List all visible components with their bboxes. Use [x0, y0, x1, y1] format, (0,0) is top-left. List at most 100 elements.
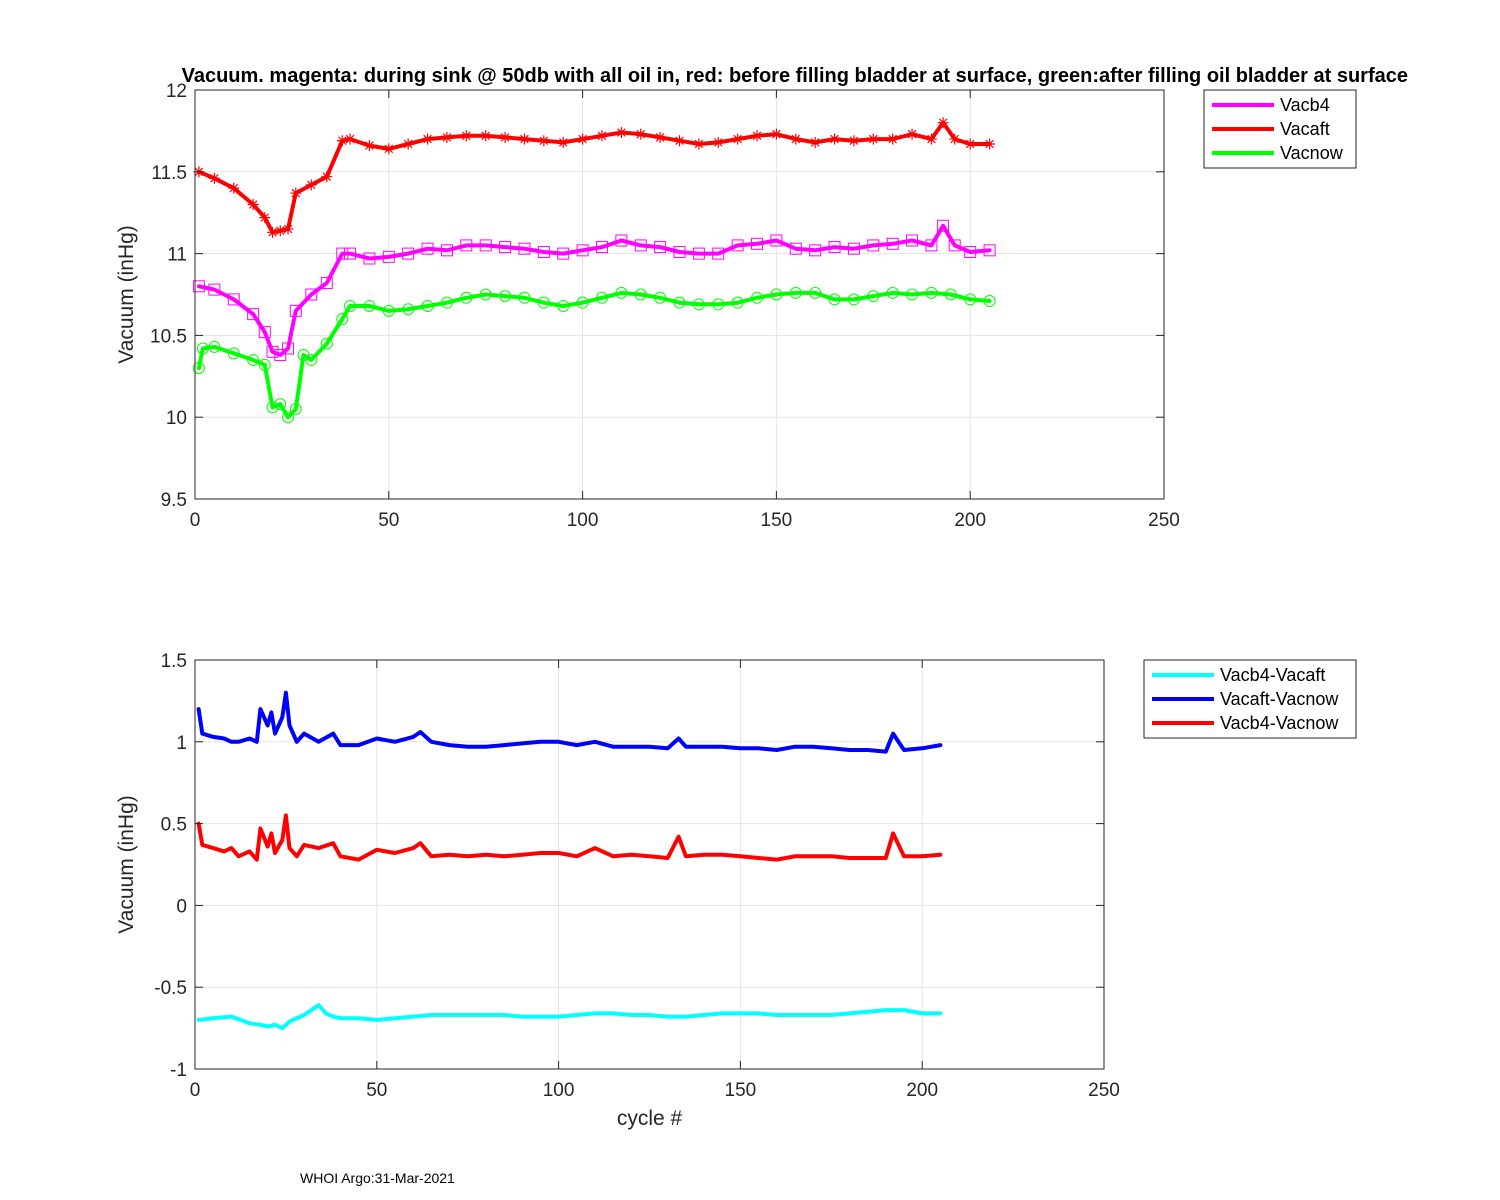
top-data-point	[441, 131, 453, 143]
top-data-point	[382, 304, 395, 317]
top-data-point	[382, 250, 395, 263]
bottom-legend: Vacb4-Vacaft Vacaft-Vacnow Vacb4-Vacnow	[1143, 659, 1357, 739]
top-data-point	[363, 140, 375, 152]
bottom-ytick-label: -0.5	[154, 978, 187, 999]
top-data-point	[196, 342, 209, 355]
top-data-point	[499, 290, 512, 303]
top-data-point	[712, 247, 725, 260]
top-xtick-label: 50	[378, 510, 399, 531]
top-data-point	[538, 135, 550, 147]
top-data-point	[770, 128, 782, 140]
top-data-point	[402, 247, 415, 260]
top-data-point	[886, 286, 899, 299]
top-data-point	[499, 131, 511, 143]
top-xtick-label: 250	[1148, 510, 1180, 531]
top-ylabel: Vacuum (inHg)	[115, 225, 138, 364]
top-xtick-label: 100	[567, 510, 599, 531]
bottom-axes-box	[194, 659, 1105, 1070]
top-data-point	[282, 342, 295, 355]
top-data-point	[258, 358, 271, 371]
top-xtick-label: 0	[190, 510, 201, 531]
top-legend-label: Vacb4	[1280, 95, 1330, 115]
top-data-point	[984, 138, 996, 150]
top-xtick-label: 200	[954, 510, 986, 531]
top-data-point	[557, 247, 570, 260]
top-data-point	[518, 133, 530, 145]
top-data-point	[867, 239, 880, 252]
top-data-point	[518, 291, 531, 304]
top-data-point	[282, 223, 294, 235]
top-ytick-label: 9.5	[161, 490, 187, 511]
top-ytick-label: 11	[167, 245, 187, 266]
top-data-point	[402, 138, 414, 150]
top-data-point	[479, 288, 492, 301]
top-data-point	[674, 135, 685, 147]
top-data-point	[192, 362, 205, 375]
top-data-point	[557, 299, 570, 312]
top-data-point	[383, 143, 395, 155]
top-data-point	[537, 296, 550, 309]
top-data-point	[634, 288, 647, 301]
top-data-point	[770, 288, 783, 301]
top-data-point	[673, 296, 686, 309]
top-ytick-label: 10	[166, 408, 187, 429]
top-data-point	[266, 401, 279, 414]
top-data-point	[828, 241, 841, 254]
top-data-point	[499, 241, 512, 254]
bottom-series-line-2	[196, 813, 943, 862]
top-data-point	[282, 411, 295, 424]
top-data-point	[363, 252, 376, 265]
top-data-point	[421, 299, 434, 312]
top-data-point	[208, 283, 221, 296]
top-data-point	[422, 133, 434, 145]
top-data-point	[925, 133, 937, 145]
bottom-xtick-label: 150	[725, 1080, 757, 1101]
top-data-point	[596, 130, 608, 142]
top-series-markers-0	[192, 219, 996, 362]
top-data-point	[274, 225, 286, 237]
top-data-point	[208, 172, 220, 184]
top-legend: Vacb4 Vacaft Vacnow	[1203, 89, 1357, 169]
top-data-point	[828, 293, 841, 306]
bottom-xtick-label: 250	[1088, 1080, 1120, 1101]
top-data-point	[751, 130, 763, 142]
top-data-point	[421, 242, 434, 255]
top-data-point	[692, 247, 705, 260]
top-data-point	[731, 296, 744, 309]
bottom-plot-area	[195, 660, 1104, 1069]
top-data-point	[809, 136, 821, 148]
bottom-series-line-1	[196, 690, 943, 754]
top-data-point	[305, 179, 317, 191]
top-data-point	[983, 244, 996, 257]
bottom-xlabel: cycle #	[617, 1107, 683, 1130]
top-data-point	[847, 242, 860, 255]
top-data-point	[635, 128, 647, 140]
top-data-point	[289, 403, 302, 416]
top-data-point	[595, 291, 608, 304]
bottom-legend-label: Vacb4-Vacaft	[1220, 665, 1325, 685]
top-data-point	[949, 133, 961, 145]
bottom-ytick-label: 0	[176, 896, 187, 917]
top-data-point	[654, 291, 667, 304]
top-data-point	[692, 298, 705, 311]
top-data-point	[336, 135, 348, 147]
bottom-plot: 0 50 100 150 200 250 -1 -0.5 0 0.5 1 1.5 Vacuum (inH…	[115, 651, 1357, 1130]
top-data-point	[336, 313, 349, 326]
top-data-point	[789, 286, 802, 299]
top-data-point	[809, 286, 822, 299]
top-data-point	[480, 130, 492, 142]
top-data-point	[751, 291, 764, 304]
top-data-point	[228, 182, 240, 194]
top-data-point	[948, 239, 961, 252]
top-data-point	[208, 340, 221, 353]
top-data-point	[634, 239, 647, 252]
bottom-series-line-0	[196, 1003, 943, 1031]
top-data-point	[274, 398, 287, 411]
top-data-point	[247, 199, 259, 211]
top-data-point	[654, 131, 666, 143]
top-data-point	[402, 303, 415, 316]
top-series-line-2	[196, 290, 992, 420]
top-data-point	[712, 298, 725, 311]
top-data-point	[751, 237, 764, 250]
top-data-point	[576, 244, 589, 257]
